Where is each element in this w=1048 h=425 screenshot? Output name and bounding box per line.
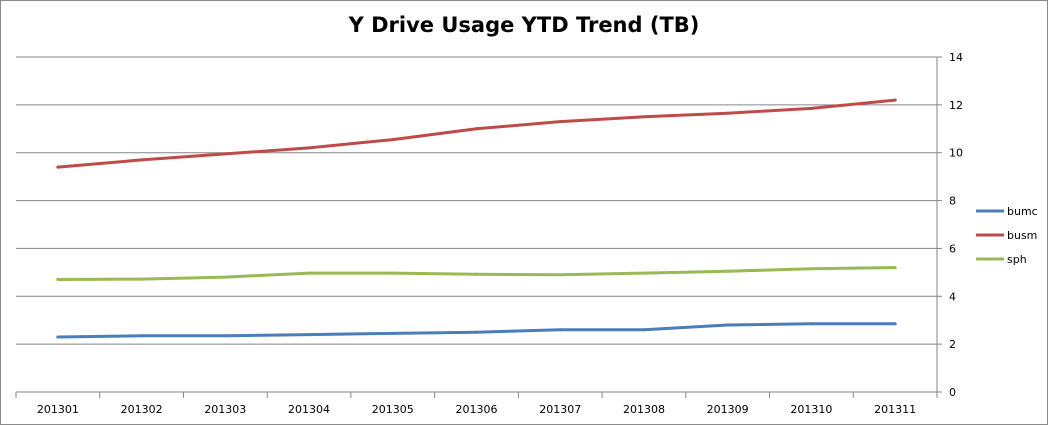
data-point-sph [809, 267, 813, 271]
data-point-busm [642, 115, 646, 119]
x-tick-label: 201307 [539, 403, 581, 416]
data-point-bumc [56, 335, 60, 339]
y-tick-label: 4 [949, 290, 956, 303]
data-point-bumc [558, 328, 562, 332]
data-point-sph [223, 275, 227, 279]
y-tick-label: 8 [949, 195, 956, 208]
series-line-busm [56, 98, 897, 169]
y-tick-label: 0 [949, 386, 956, 399]
data-point-bumc [475, 330, 478, 334]
data-point-sph [726, 269, 730, 273]
data-point-sph [642, 271, 646, 275]
legend-label-bumc: bumc [1007, 205, 1038, 218]
data-point-busm [809, 106, 813, 110]
data-point-busm [475, 127, 478, 131]
data-point-sph [307, 271, 311, 275]
data-point-sph [140, 277, 144, 281]
data-point-busm [726, 111, 730, 115]
data-point-sph [391, 271, 395, 275]
x-tick-label: 201305 [372, 403, 414, 416]
data-point-busm [391, 138, 395, 142]
chart-title: Y Drive Usage YTD Trend (TB) [348, 13, 700, 37]
legend-label-busm: busm [1007, 229, 1037, 242]
data-point-bumc [726, 323, 730, 327]
y-tick-label: 2 [949, 338, 956, 351]
x-tick-label: 201306 [456, 403, 498, 416]
x-tick-label: 201303 [204, 403, 246, 416]
data-point-bumc [893, 322, 897, 326]
data-point-busm [893, 98, 897, 102]
data-point-bumc [809, 322, 813, 326]
series-line-bumc [56, 322, 897, 339]
x-tick-label: 201302 [121, 403, 163, 416]
y-tick-label: 14 [949, 51, 963, 64]
data-point-bumc [223, 334, 227, 338]
data-point-sph [558, 273, 562, 277]
data-point-bumc [307, 333, 311, 337]
x-tick-label: 201309 [707, 403, 749, 416]
data-point-busm [558, 120, 562, 124]
data-point-sph [56, 278, 60, 282]
y-tick-label: 6 [949, 242, 956, 255]
data-point-busm [223, 152, 227, 156]
legend-label-sph: sph [1007, 253, 1027, 266]
data-point-busm [140, 158, 144, 162]
data-point-sph [893, 266, 897, 270]
data-point-bumc [642, 328, 646, 332]
x-tick-label: 201301 [37, 403, 79, 416]
y-tick-label: 12 [949, 99, 963, 112]
x-tick-label: 201311 [874, 403, 916, 416]
x-tick-label: 201310 [790, 403, 832, 416]
x-tick-label: 201308 [623, 403, 665, 416]
data-point-bumc [391, 331, 395, 335]
x-tick-label: 201304 [288, 403, 330, 416]
data-point-bumc [140, 334, 144, 338]
data-point-sph [475, 272, 478, 276]
data-point-busm [307, 146, 311, 150]
data-point-busm [56, 165, 60, 169]
y-tick-label: 10 [949, 147, 963, 160]
